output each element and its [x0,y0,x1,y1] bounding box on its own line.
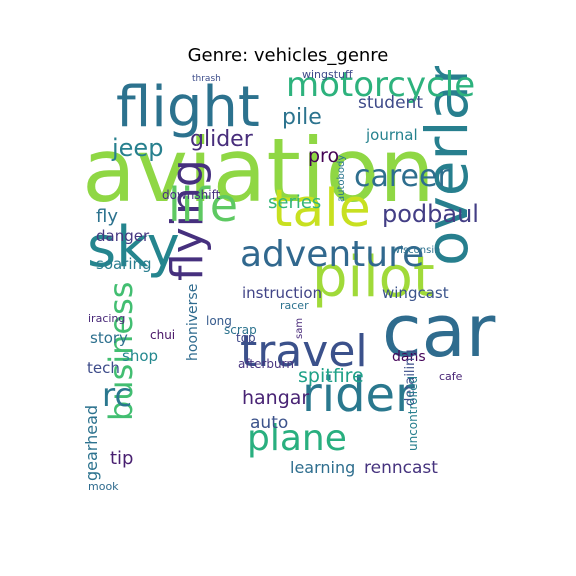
word-danger: danger [96,227,150,245]
word-story: story [90,329,128,347]
word-car: car [382,289,496,373]
word-downshift: downshift [162,188,221,202]
word-cafe: cafe [439,370,463,383]
word-racer: racer [280,299,309,312]
word-sam: sam [294,318,305,339]
word-tip: tip [110,448,133,469]
word-pro: pro [308,145,339,167]
word-shop: shop [122,347,158,365]
word-spitfire: spitfire [298,365,364,387]
word-tale: tale [272,179,371,239]
word-soaring: soaring [96,255,152,273]
word-cloud: aviationflightcarpilotoverlandflyingskyl… [82,66,496,493]
word-wingcast: wingcast [382,284,449,302]
word-rc: rc [102,376,132,414]
word-fly: fly [96,206,118,227]
word-auto: auto [250,413,288,433]
word-series: series [268,192,321,213]
word-uncontrolled: uncontrolled [406,376,420,451]
word-chui: chui [150,328,175,342]
word-rider: rider [302,367,415,423]
word-life: life [168,178,238,232]
word-dans: dans [392,349,426,365]
word-overland: overland [413,66,481,266]
word-iracing: iracing [88,312,125,325]
word-student: student [358,93,423,113]
word-career: career [354,159,450,194]
word-journal: journal [365,126,418,144]
word-sky: sky [87,215,180,280]
word-jeep: jeep [111,134,163,162]
word-glider: glider [190,127,254,152]
word-motorcycle: motorcycle [286,66,475,105]
word-afterburn: afterburn [238,357,294,371]
word-tech: tech [87,359,120,377]
word-autobody: autobody [336,155,347,202]
word-wisconsin: wisconsin [392,245,440,256]
word-adventure: adventure [240,234,424,275]
word-wingstuff: wingstuff [302,68,353,81]
word-travel: travel [240,326,368,377]
word-instruction: instruction [242,284,322,302]
word-top: top [236,331,256,345]
word-thrash: thrash [192,74,221,84]
word-learning: learning [290,458,355,477]
word-gearhead: gearhead [82,405,101,481]
word-detailing: detailing [403,349,418,406]
word-pilot: pilot [312,245,435,310]
word-flying: flying [162,159,213,281]
word-aviation: aviation [82,119,435,222]
word-business: business [102,282,140,421]
word-hooniverse: hooniverse [185,284,201,361]
word-mook: mook [88,480,119,493]
word-scrap: scrap [224,323,257,337]
word-podbaul: podbaul [382,200,479,228]
chart-title: Genre: vehicles_genre [187,45,389,66]
word-renncast: renncast [364,458,438,478]
word-pile: pile [282,105,322,130]
word-hangar: hangar [242,387,309,409]
word-long: long [206,314,232,328]
word-flight: flight [116,75,260,140]
word-plane: plane [247,418,347,459]
